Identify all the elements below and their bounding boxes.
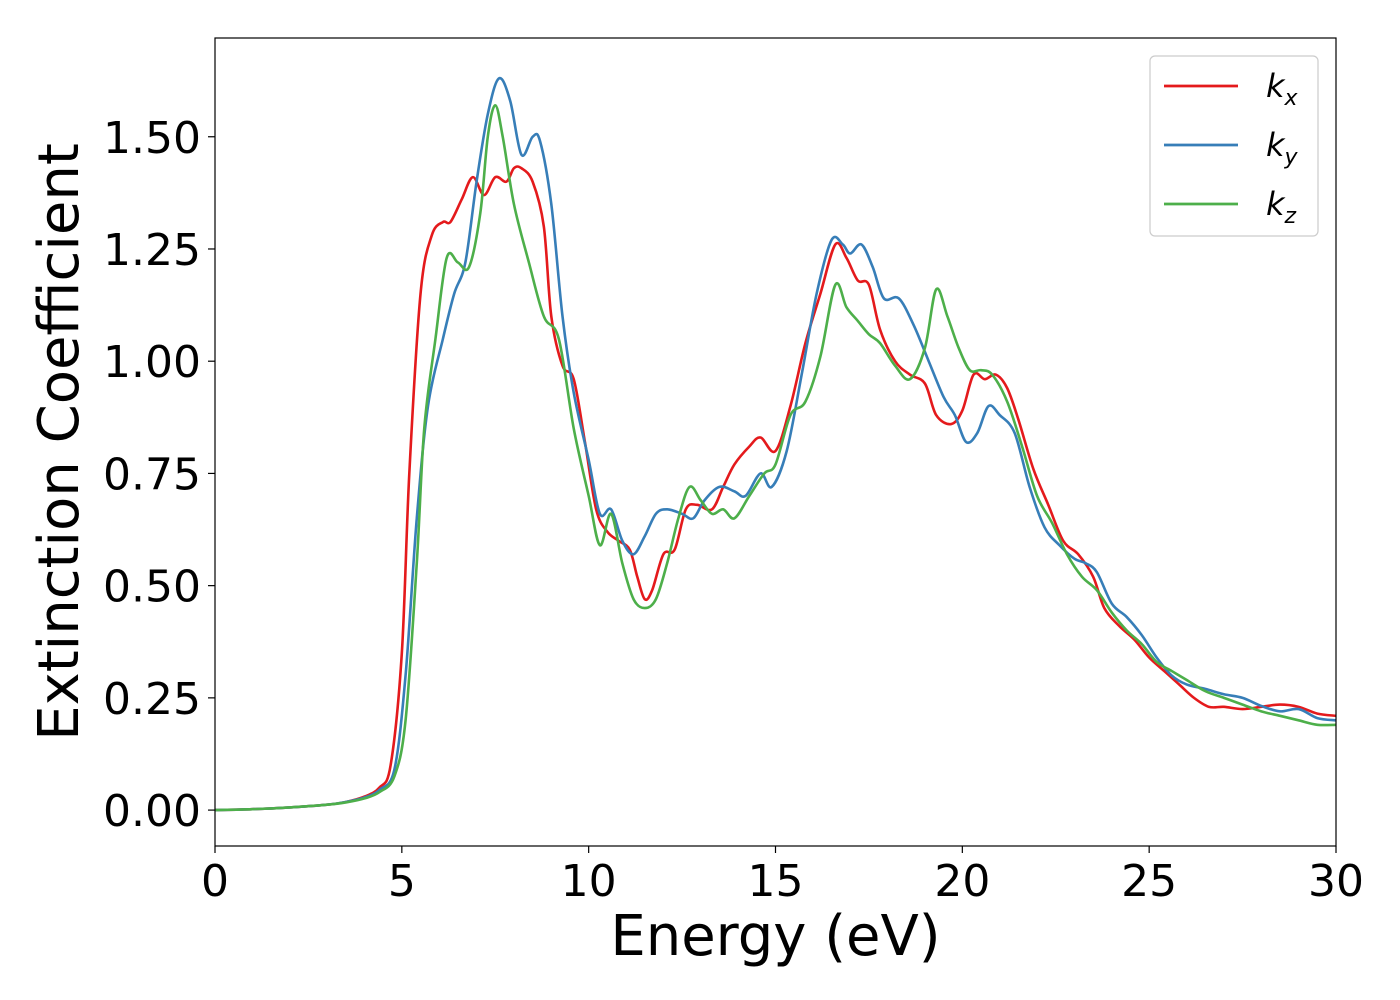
y-tick-label: 1.25: [103, 225, 201, 276]
series-line-kx: [214, 165, 1337, 812]
y-axis-title: Extinction Coefficient: [27, 143, 92, 741]
legend-label-ky: ky: [1266, 126, 1299, 170]
y-tick-label: 0.25: [103, 674, 201, 725]
y-tick-label: 1.00: [103, 337, 201, 388]
x-tick-label: 0: [201, 856, 229, 907]
y-axis: 0.00 0.25 0.50 0.75 1.00 1.25 1.50: [103, 113, 215, 837]
legend-label-kz: kz: [1266, 185, 1297, 229]
x-tick-label: 20: [934, 856, 990, 907]
x-tick-label: 30: [1308, 856, 1364, 907]
x-tick-label: 15: [748, 856, 804, 907]
x-tick-label: 25: [1121, 856, 1177, 907]
x-axis: 0 5 10 15 20 25 30: [201, 846, 1364, 907]
x-axis-title: Energy (eV): [610, 904, 940, 969]
series-layer: [214, 76, 1337, 812]
x-tick-label: 10: [561, 856, 617, 907]
y-tick-label: 0.50: [103, 562, 201, 613]
legend-label-kx: kx: [1266, 67, 1299, 111]
series-line-ky: [214, 76, 1337, 812]
y-tick-label: 0.00: [103, 786, 201, 837]
legend: kx ky kz: [1149, 55, 1319, 237]
y-tick-label: 1.50: [103, 113, 201, 164]
x-tick-label: 5: [388, 856, 416, 907]
y-tick-label: 0.75: [103, 449, 201, 500]
series-line-kz: [214, 104, 1337, 812]
